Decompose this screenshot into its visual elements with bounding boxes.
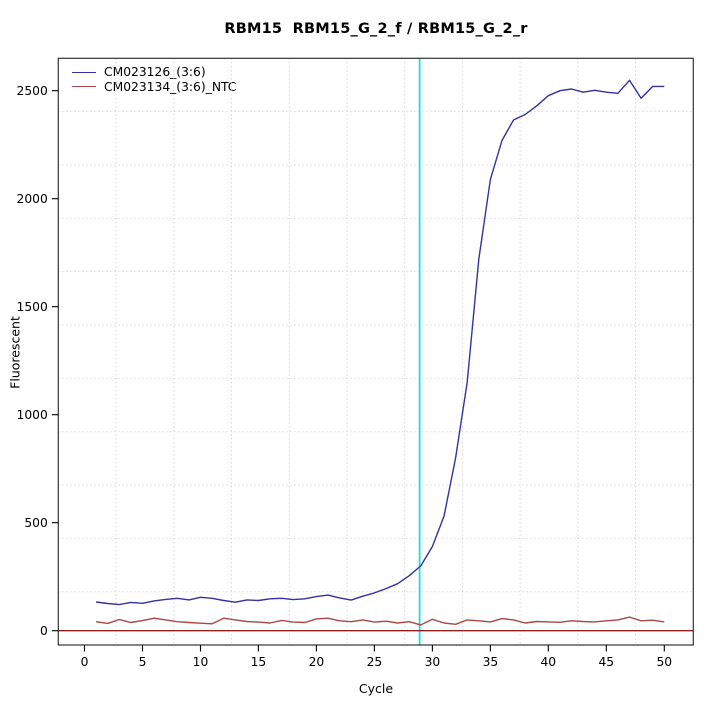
svg-text:35: 35 — [483, 655, 499, 669]
svg-text:45: 45 — [598, 655, 614, 669]
legend-item-sample: CM023126_(3:6) — [72, 65, 236, 80]
svg-text:50: 50 — [656, 655, 672, 669]
chart-title: RBM15 RBM15_G_2_f / RBM15_G_2_r — [224, 21, 528, 37]
svg-text:2500: 2500 — [17, 84, 48, 98]
legend-item-ntc: CM023134_(3:6)_NTC — [72, 80, 236, 95]
svg-text:10: 10 — [193, 655, 209, 669]
svg-text:30: 30 — [425, 655, 441, 669]
svg-text:40: 40 — [540, 655, 556, 669]
svg-text:1000: 1000 — [17, 408, 48, 422]
legend: CM023126_(3:6) CM023134_(3:6)_NTC — [72, 65, 236, 94]
ntc-line-swatch — [72, 86, 96, 88]
legend-label-ntc: CM023134_(3:6)_NTC — [104, 79, 237, 94]
svg-text:0: 0 — [40, 624, 48, 638]
svg-text:2000: 2000 — [17, 192, 48, 206]
svg-text:0: 0 — [81, 655, 89, 669]
svg-text:15: 15 — [251, 655, 267, 669]
svg-text:20: 20 — [309, 655, 325, 669]
x-axis-label: Cycle — [358, 681, 394, 696]
svg-text:500: 500 — [24, 516, 47, 530]
sample-line-swatch — [72, 71, 96, 73]
svg-text:1500: 1500 — [17, 300, 48, 314]
svg-text:5: 5 — [139, 655, 147, 669]
legend-label-sample: CM023126_(3:6) — [104, 65, 206, 79]
svg-text:25: 25 — [367, 655, 383, 669]
